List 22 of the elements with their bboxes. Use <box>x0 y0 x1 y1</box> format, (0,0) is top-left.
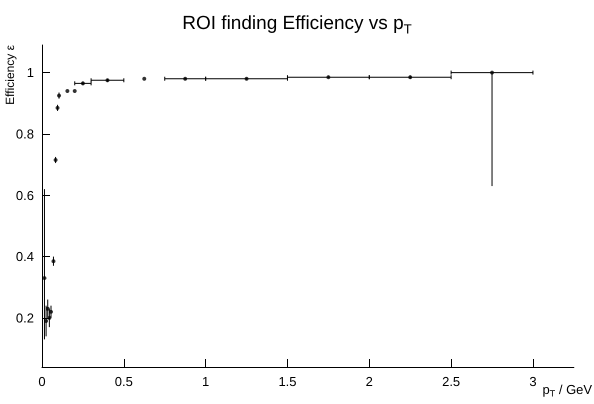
point <box>46 306 50 311</box>
x-tick-label: 1 <box>202 374 210 389</box>
y-axis-title: Efficiency ε <box>3 44 17 105</box>
x-tick-label: 2.5 <box>442 374 460 389</box>
x-tick-label: 0.5 <box>114 374 133 389</box>
point <box>490 70 494 75</box>
point <box>44 319 48 323</box>
point <box>49 310 53 314</box>
point <box>65 89 70 93</box>
x-tick-label: 0 <box>38 374 46 389</box>
x-tick-label: 3 <box>529 374 537 389</box>
point <box>142 76 146 81</box>
y-tick-label: 0.2 <box>16 310 34 326</box>
x-tick-label: 2 <box>366 374 373 389</box>
point <box>51 259 56 264</box>
y-tick-label: 0.6 <box>16 188 34 203</box>
point <box>47 316 52 320</box>
x-tick-label: 1.5 <box>278 374 297 389</box>
point <box>72 89 77 93</box>
y-tick-label: 0.8 <box>16 126 34 142</box>
y-tick-label: 1 <box>26 65 34 80</box>
y-tick-label: 0.4 <box>16 249 34 264</box>
